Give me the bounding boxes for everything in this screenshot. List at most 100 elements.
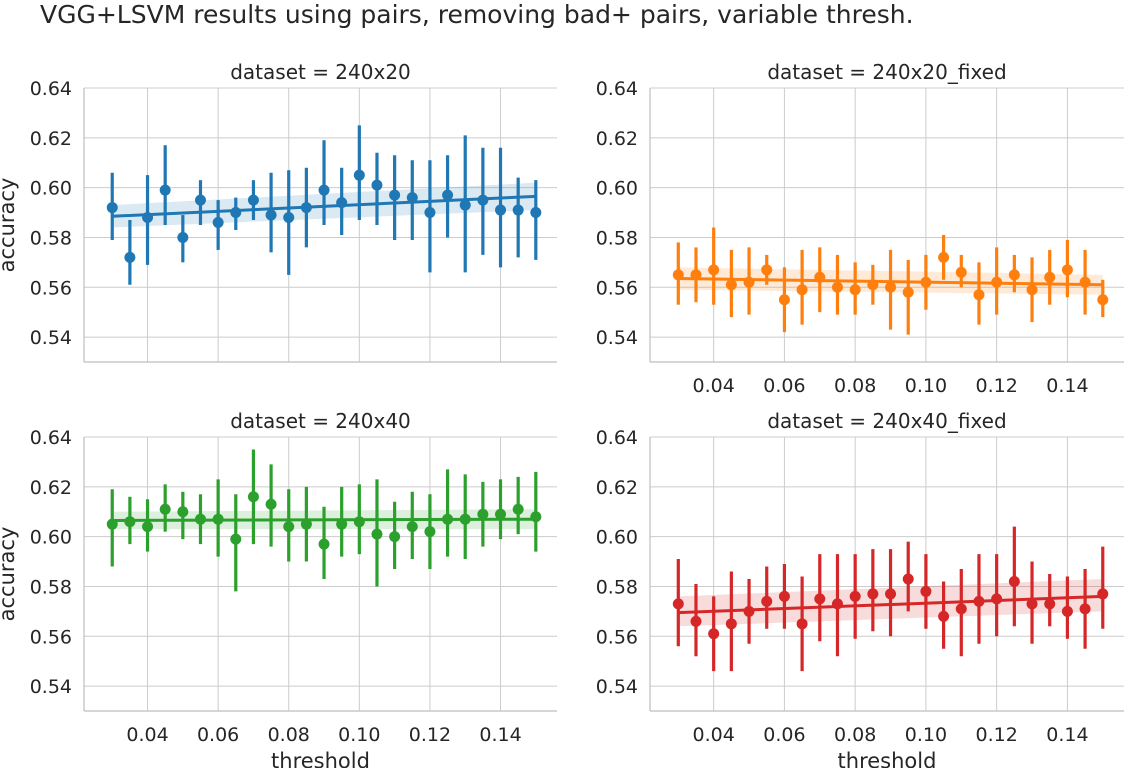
data-point (177, 506, 189, 518)
y-tick-label: 0.60 (596, 178, 638, 200)
data-point (761, 595, 773, 607)
y-tick-label: 0.62 (30, 128, 72, 150)
data-point (902, 573, 914, 585)
data-point (796, 284, 808, 296)
data-point (938, 251, 950, 263)
y-axis-label: accuracy (0, 178, 19, 273)
x-tick-label: 0.10 (338, 724, 380, 746)
data-point (194, 194, 206, 206)
data-point (708, 628, 720, 640)
data-point (849, 284, 861, 296)
data-point (442, 513, 454, 525)
data-point (459, 199, 471, 211)
data-point (991, 276, 1003, 288)
data-point (725, 279, 737, 291)
data-point (1079, 276, 1091, 288)
x-tick-label: 0.04 (693, 724, 735, 746)
data-point (353, 516, 365, 528)
data-point (389, 531, 401, 543)
panel-2: 0.54 0.56 0.58 0.60 0.62 0.64 0.04 0.06 0.08 0.10… (596, 60, 1124, 397)
y-tick-label: 0.58 (30, 227, 72, 249)
data-point (406, 521, 418, 533)
data-point (230, 207, 242, 219)
y-tick-label: 0.64 (30, 427, 72, 449)
y-tick-label: 0.60 (30, 178, 72, 200)
panel-title: dataset = 240x20_fixed (767, 60, 1006, 84)
x-axis-label: threshold (838, 749, 937, 768)
data-point (247, 194, 259, 206)
data-point (106, 518, 118, 530)
data-point (920, 585, 932, 597)
y-tick-label: 0.60 (30, 527, 72, 549)
data-point (318, 538, 330, 550)
y-tick-label: 0.54 (30, 327, 72, 349)
y-tick-label: 0.56 (30, 626, 72, 648)
y-axis-label: accuracy (0, 527, 19, 622)
data-point (159, 503, 171, 515)
data-point (690, 269, 702, 281)
data-point (1061, 605, 1073, 617)
data-point (849, 590, 861, 602)
data-point (1097, 294, 1109, 306)
data-point (477, 508, 489, 520)
data-point (743, 605, 755, 617)
x-tick-label: 0.08 (834, 724, 876, 746)
data-point (814, 593, 826, 605)
data-point (300, 202, 312, 214)
x-tick-label: 0.14 (1046, 375, 1088, 397)
data-point (459, 513, 471, 525)
data-point (708, 264, 720, 276)
data-point (212, 513, 224, 525)
data-point (920, 276, 932, 288)
data-point (991, 593, 1003, 605)
data-point (973, 595, 985, 607)
data-point (389, 189, 401, 201)
data-point (1079, 603, 1091, 615)
data-point (743, 276, 755, 288)
data-point (124, 251, 136, 263)
data-point (955, 266, 967, 278)
data-point (1044, 271, 1056, 283)
data-point (761, 264, 773, 276)
panel-1: 0.54 0.56 0.58 0.60 0.62 0.64 dataset = 240x20… (0, 60, 557, 363)
data-point (406, 192, 418, 204)
data-point (1044, 598, 1056, 610)
data-point (973, 289, 985, 301)
y-tick-label: 0.64 (30, 78, 72, 100)
x-tick-label: 0.06 (763, 375, 805, 397)
data-point (831, 598, 843, 610)
data-point (371, 179, 383, 191)
x-tick-label: 0.14 (1046, 724, 1088, 746)
data-point (1097, 588, 1109, 600)
y-tick-label: 0.64 (596, 427, 638, 449)
x-tick-label: 0.08 (834, 375, 876, 397)
x-tick-label: 0.06 (197, 724, 239, 746)
y-tick-label: 0.54 (596, 327, 638, 349)
figure-title: VGG+LSVM results using pairs, removing b… (40, 0, 914, 29)
x-tick-label: 0.12 (409, 724, 451, 746)
y-tick-label: 0.62 (596, 128, 638, 150)
data-point (512, 503, 524, 515)
x-tick-label: 0.06 (763, 724, 805, 746)
x-tick-label: 0.04 (693, 375, 735, 397)
data-point (672, 598, 684, 610)
y-tick-label: 0.64 (596, 78, 638, 100)
data-point (265, 498, 277, 510)
data-point (283, 521, 295, 533)
data-point (159, 184, 171, 196)
data-point (495, 508, 507, 520)
data-point (265, 209, 277, 221)
x-tick-label: 0.10 (905, 375, 947, 397)
x-tick-label: 0.10 (905, 724, 947, 746)
panel-title: dataset = 240x20 (230, 60, 411, 84)
data-point (212, 217, 224, 229)
x-tick-label: 0.12 (976, 724, 1018, 746)
data-point (142, 212, 154, 224)
data-point (477, 194, 489, 206)
data-point (371, 528, 383, 540)
panel-title: dataset = 240x40_fixed (767, 409, 1006, 433)
x-tick-label: 0.04 (126, 724, 168, 746)
y-tick-label: 0.58 (596, 227, 638, 249)
data-point (831, 281, 843, 293)
data-point (424, 207, 436, 219)
